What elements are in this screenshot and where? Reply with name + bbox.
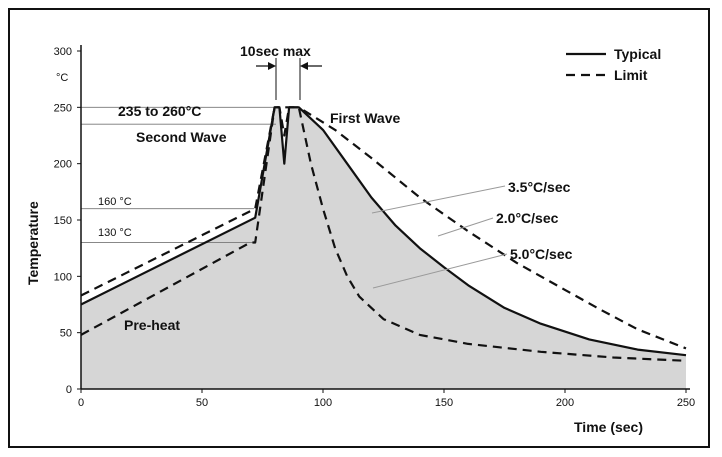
legend-label-limit: Limit xyxy=(614,67,648,83)
leader-line-3-5 xyxy=(371,185,506,214)
x-tick-label: 0 xyxy=(78,397,84,409)
annotation-temp-range: 235 to 260°C xyxy=(118,103,201,119)
reference-lines xyxy=(81,106,276,243)
x-tick-label: 50 xyxy=(196,397,208,409)
x-tick-label: 100 xyxy=(314,397,332,409)
x-tick-label: 250 xyxy=(677,397,695,409)
x-axis-label: Time (sec) xyxy=(574,419,643,435)
y-unit-label: °C xyxy=(56,72,68,84)
y-tick-label: 150 xyxy=(54,215,72,227)
annotation-second-wave: Second Wave xyxy=(136,129,227,145)
y-tick-label: 250 xyxy=(54,102,72,114)
annotation-160c: 160 °C xyxy=(98,196,132,208)
annotation-rate-5-0: 5.0°C/sec xyxy=(510,246,573,262)
y-axis-label: Temperature xyxy=(25,201,41,285)
legend: Typical Limit xyxy=(566,46,661,83)
x-tick-label: 150 xyxy=(435,397,453,409)
rate-leader-lines xyxy=(371,185,508,289)
typical-area-fill xyxy=(81,107,686,390)
y-ticks: 0 50 100 150 200 250 300 xyxy=(54,46,81,396)
duration-arrowhead-left xyxy=(268,62,276,70)
annotation-preheat: Pre-heat xyxy=(124,317,180,333)
x-tick-label: 200 xyxy=(556,397,574,409)
annotation-rate-2-0: 2.0°C/sec xyxy=(496,210,559,226)
duration-marker: 10sec max xyxy=(240,43,322,100)
legend-label-typical: Typical xyxy=(614,46,661,62)
leader-line-2-0 xyxy=(437,217,494,237)
x-ticks: 0 50 100 150 200 250 xyxy=(78,389,695,409)
y-tick-label: 200 xyxy=(54,159,72,171)
y-tick-label: 0 xyxy=(66,384,72,396)
annotation-130c: 130 °C xyxy=(98,227,132,239)
series-layer xyxy=(80,106,687,362)
leader-line-5-0 xyxy=(372,253,508,289)
y-tick-label: 50 xyxy=(60,328,72,340)
duration-arrowhead-right xyxy=(300,62,308,70)
y-tick-label: 300 xyxy=(54,46,72,58)
annotation-rate-3-5: 3.5°C/sec xyxy=(508,179,571,195)
y-tick-label: 100 xyxy=(54,271,72,283)
annotation-10sec-max: 10sec max xyxy=(240,43,311,59)
annotation-first-wave: First Wave xyxy=(330,110,400,126)
